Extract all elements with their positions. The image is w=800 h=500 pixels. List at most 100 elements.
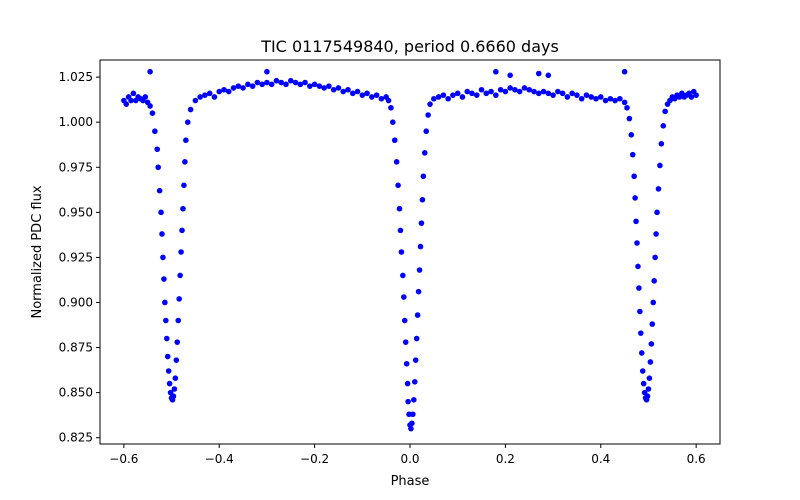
data-point [174,339,181,345]
data-point [507,72,513,79]
x-tick-label: 0.6 [687,452,706,466]
data-point [172,375,179,382]
data-point [423,128,430,135]
data-point [640,380,647,387]
data-point [254,79,261,86]
data-point [628,132,635,138]
data-point [408,425,414,432]
data-point [179,227,185,234]
data-point [655,186,662,192]
data-point [390,119,396,125]
data-point [626,115,633,122]
data-point [154,146,161,153]
data-point [187,106,194,113]
data-point [385,97,392,104]
data-point [657,162,663,169]
data-point [493,68,499,75]
data-point [130,90,137,97]
data-point [420,173,427,180]
data-point [629,151,636,158]
data-point [411,379,418,385]
data-point [412,357,419,363]
data-point [588,94,595,100]
data-point [180,205,186,212]
data-point [235,83,242,89]
data-point [597,94,604,100]
x-tick-label: −0.4 [205,452,234,466]
data-point [469,90,475,97]
data-point [393,159,400,165]
data-point [378,95,385,102]
data-point [415,288,422,295]
data-point [651,278,657,284]
data-point [259,81,265,88]
y-tick-label: 0.825 [59,431,93,445]
data-point [411,397,417,403]
data-point [302,79,308,86]
data-point [693,92,699,98]
data-point [624,104,630,111]
data-point [644,393,651,400]
data-point [593,95,599,102]
data-point [225,88,232,95]
x-tick-label: 0.0 [400,452,419,466]
data-point [249,83,256,89]
data-point [621,99,628,106]
data-point [316,83,323,89]
data-point [638,330,644,336]
data-point [221,86,227,93]
data-point [559,90,566,97]
data-point [574,92,580,98]
data-point [364,90,370,97]
data-point [464,88,471,95]
data-point [404,380,411,387]
data-point [158,209,164,216]
data-point [602,97,609,104]
data-point [159,231,165,237]
data-point [654,209,660,216]
data-point [583,92,590,98]
y-tick-label: 0.850 [59,386,93,400]
data-point [369,94,375,100]
data-point [211,94,218,100]
data-point [516,88,523,95]
data-point [419,196,426,203]
data-point [128,97,134,104]
data-point [160,254,166,261]
data-point [688,94,695,100]
data-point [287,77,294,84]
data-point [340,88,347,95]
data-point [403,360,410,367]
x-axis-label: Phase [391,474,430,489]
data-point [164,353,171,360]
data-point [278,79,285,86]
data-point [617,95,623,102]
data-point [647,359,654,365]
data-point [409,420,415,427]
data-point [230,85,237,91]
data-point [173,357,180,363]
data-point [645,386,652,392]
data-point [612,97,618,104]
data-point [161,276,167,282]
data-point [425,112,431,118]
x-axis: −0.6 −0.4 −0.2 0.0 0.2 0.4 0.6 [109,444,706,466]
data-point [405,398,411,405]
data-point [177,272,183,279]
data-point [402,339,409,345]
data-point [564,94,571,100]
data-point [417,243,424,250]
data-point [156,187,163,194]
data-point [545,72,552,79]
data-point [170,393,177,400]
data-point [400,272,406,279]
data-point [388,104,394,111]
data-point [245,81,251,88]
data-point [550,92,556,98]
data-point [531,88,537,95]
x-tick-label: 0.4 [591,452,610,466]
x-tick-label: −0.2 [300,452,329,466]
y-axis: 0.825 0.850 0.875 0.900 0.925 0.950 0.975 1.000… [59,70,100,445]
data-point [162,299,168,306]
data-point [427,101,433,107]
